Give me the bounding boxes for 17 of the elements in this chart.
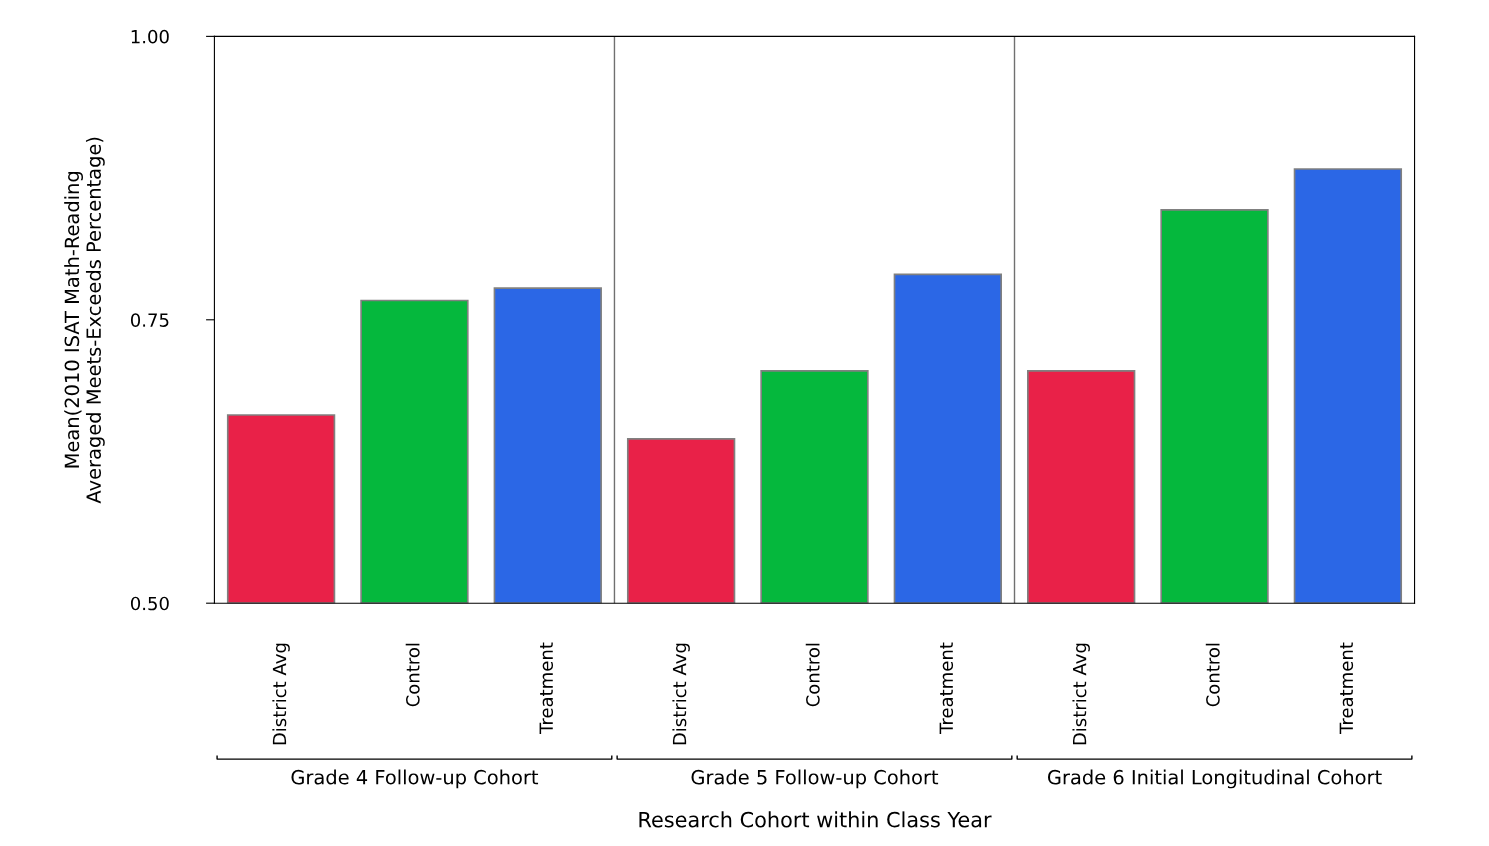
x-tick-label: Treatment: [1339, 642, 1354, 734]
text: Grade 5 Follow-up Cohort: [691, 769, 939, 789]
y-axis-title: Mean(2010 ISAT Math-Reading Averaged Meets-Exceeds Percentage): [64, 137, 105, 504]
x-tick-label: District Avg: [272, 643, 290, 745]
y-tick-label: 1.00: [131, 29, 169, 44]
text: Grade 6 Initial Longitudinal Cohort: [1047, 769, 1382, 789]
x-tick-label: Treatment: [939, 642, 954, 734]
x-tick-label: District Avg: [1072, 643, 1090, 745]
x-tick-label: District Avg: [672, 643, 690, 745]
x-tick-label: Control: [805, 643, 820, 707]
x-tick-label: Control: [405, 643, 420, 707]
y-tick-label: 0.75: [130, 313, 169, 327]
y-tick-label: 0.50: [130, 596, 169, 611]
x-tick-label: Treatment: [539, 642, 554, 734]
x-tick-label: Control: [1205, 643, 1220, 707]
text: Grade 4 Follow-up Cohort: [291, 769, 539, 789]
x-axis-title: Research Cohort within Class Year: [639, 811, 992, 828]
